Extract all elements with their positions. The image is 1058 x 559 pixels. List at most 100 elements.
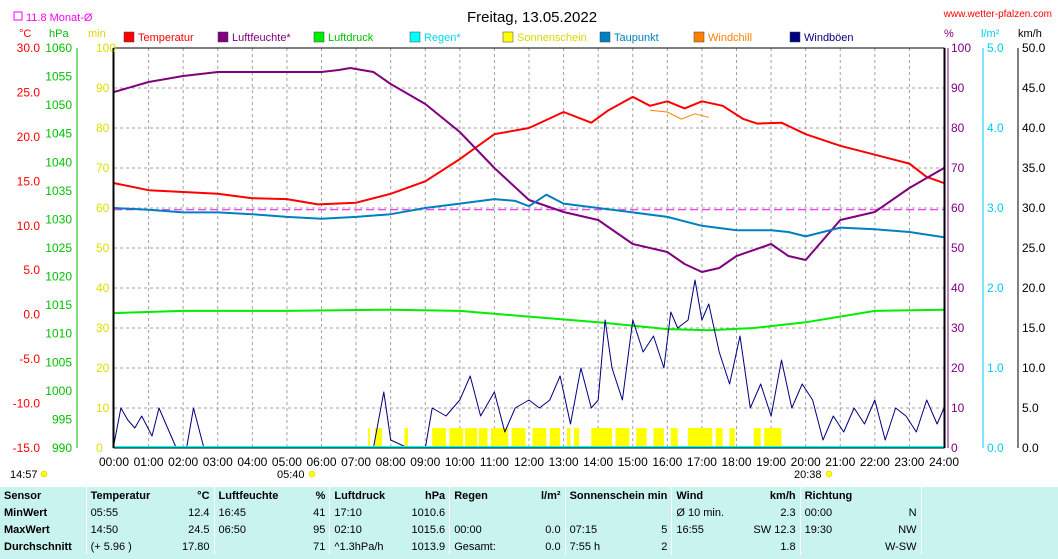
sunshine-bar — [549, 428, 561, 448]
humidity-tick-label: 90 — [951, 81, 965, 95]
stats-row-max: MaxWert 14:50 24.5 06:50 95 02:10 1015.6… — [0, 521, 1058, 538]
pressure-tick-label: 1005 — [45, 355, 72, 369]
sunshine-bar — [404, 428, 408, 448]
temp-tick-label: 0.0 — [23, 308, 40, 322]
stats-cell: 19:30 — [799, 521, 869, 538]
stats-cell: 95 — [313, 523, 326, 536]
stats-header-row: Sensor Temperatur °C Luftfeuchte % Luftd… — [0, 487, 1058, 504]
sunshine-bar — [653, 428, 664, 448]
sunshine-bar — [368, 428, 370, 448]
x-tick-label: 07:00 — [341, 455, 371, 469]
x-tick-label: 22:00 — [860, 455, 890, 469]
sunshine-bar — [764, 428, 782, 448]
stats-cell: 12.4 — [188, 506, 210, 519]
stats-header-hum: Luftfeuchte — [213, 487, 302, 504]
humidity-tick-label: 80 — [951, 121, 965, 135]
chart-series — [113, 67, 945, 449]
x-tick-label: 05:00 — [272, 455, 302, 469]
legend-swatch — [502, 31, 514, 43]
axis-unit-labels: °C hPa min % l/m² km/h — [19, 28, 1042, 40]
stats-cell: 06:50 — [213, 521, 302, 538]
legend-label: Luftdruck — [328, 32, 374, 44]
pressure-tick-label: 1050 — [45, 98, 72, 112]
wind-tick-label: 30.0 — [1022, 201, 1046, 215]
monthly-average-icon — [13, 11, 23, 21]
legend-label: Windböen — [804, 32, 854, 44]
sunset-time: 20:38 — [794, 469, 822, 481]
pressure-tick-label: 1060 — [45, 41, 72, 55]
stats-header-wind-unit: km/h — [769, 489, 796, 502]
humidity-tick-label: 50 — [951, 241, 965, 255]
stats-header-rain-unit: l/m² — [541, 489, 561, 502]
sunshine-bar — [753, 428, 761, 448]
legend-label: Taupunkt — [614, 32, 659, 44]
stats-header-sensor: Sensor — [4, 489, 42, 502]
rain-tick-label: 3.0 — [987, 201, 1004, 215]
temp-tick-label: 10.0 — [17, 219, 41, 233]
stats-row-avg: Durchschnitt (+ 5.96 ) 17.80 71 ^1.3hPa/… — [0, 538, 1058, 555]
temp-tick-label: 25.0 — [17, 85, 41, 99]
legend-swatch — [789, 31, 801, 43]
stats-cell: 41 — [313, 506, 326, 519]
legend-label: Regen* — [424, 32, 461, 44]
monthly-average-text: 11.8 Monat-Ø — [26, 12, 93, 24]
stats-cell: 0.0 — [545, 540, 561, 553]
chart-title: Freitag, 13.05.2022 — [467, 9, 597, 26]
series-line-windchill — [649, 109, 709, 120]
legend-swatch — [599, 31, 611, 43]
humidity-tick-label: 70 — [951, 161, 965, 175]
legend-label: Windchill — [708, 32, 752, 44]
pressure-tick-label: 990 — [52, 441, 72, 455]
legend-swatch — [217, 31, 229, 43]
x-tick-label: 12:00 — [514, 455, 544, 469]
legend-swatch — [409, 31, 421, 43]
wind-tick-label: 45.0 — [1022, 81, 1046, 95]
sunshine-tick-label: 90 — [96, 81, 110, 95]
stats-header-press-unit: hPa — [425, 489, 446, 502]
wind-tick-label: 5.0 — [1022, 401, 1039, 415]
stats-header-press: Luftdruck — [329, 487, 408, 504]
stats-cell: 1.8 — [780, 540, 796, 553]
humidity-tick-label: 0 — [951, 441, 958, 455]
humidity-tick-label: 60 — [951, 201, 965, 215]
stats-header-rain: Regen — [449, 487, 527, 504]
temp-unit-label: °C — [19, 28, 31, 40]
rain-tick-label: 1.0 — [987, 361, 1004, 375]
stats-cell: 17:10 — [329, 504, 408, 521]
source-link[interactable]: www.wetter-pfalzen.com — [943, 9, 1052, 20]
update-time: 14:57 — [10, 469, 38, 481]
sunset-icon — [825, 470, 833, 478]
x-tick-label: 18:00 — [721, 455, 751, 469]
sunrise-marker: 05:40 — [277, 469, 316, 481]
wind-tick-label: 35.0 — [1022, 161, 1046, 175]
sunshine-tick-label: 10 — [96, 401, 110, 415]
sunshine-bar — [465, 428, 478, 448]
sunshine-tick-label: 80 — [96, 121, 110, 135]
rain-tick-label: 2.0 — [987, 281, 1004, 295]
sunshine-bar — [567, 428, 571, 448]
sunshine-bar — [636, 428, 647, 448]
x-tick-label: 13:00 — [549, 455, 579, 469]
sunshine-tick-label: 60 — [96, 201, 110, 215]
wind-tick-label: 0.0 — [1022, 441, 1039, 455]
stats-header-wind: Wind — [671, 487, 750, 504]
stats-header-hum-unit: % — [315, 489, 326, 502]
legend-label: Temperatur — [138, 32, 194, 44]
stats-cell: (+ 5.96 ) — [85, 538, 176, 555]
sunshine-bar — [573, 428, 580, 448]
x-tick-label: 21:00 — [825, 455, 855, 469]
x-tick-label: 03:00 — [203, 455, 233, 469]
stats-cell: N — [908, 506, 917, 519]
temp-tick-label: 15.0 — [17, 174, 41, 188]
wind-tick-label: 40.0 — [1022, 121, 1046, 135]
x-tick-label: 24:00 — [929, 455, 959, 469]
pressure-tick-label: 1020 — [45, 270, 72, 284]
weather-chart: Freitag, 13.05.2022 www.wetter-pfalzen.c… — [10, 9, 1052, 481]
sunshine-bar — [478, 428, 488, 448]
wind-unit-label: km/h — [1018, 28, 1042, 40]
stats-cell: 2.3 — [780, 506, 796, 519]
stats-cell: 16:55 — [671, 521, 750, 538]
stats-cell: SW 12.3 — [753, 523, 796, 536]
chart-legend: Temperatur Luftfeuchte* Luftdruck Regen* Son… — [123, 31, 854, 44]
stats-cell — [643, 504, 672, 521]
